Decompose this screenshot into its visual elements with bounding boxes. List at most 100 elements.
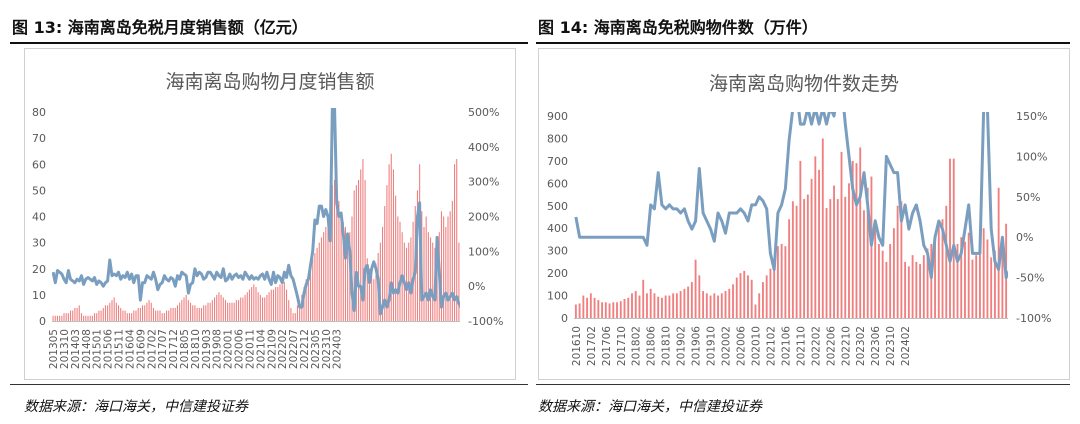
fig14-bar [799,160,802,318]
fig13-bar [342,221,344,321]
fig14-bar [990,257,993,318]
fig14-bar [836,199,839,318]
fig13-bar [85,315,87,321]
fig13-x-tick-label: 202011 [244,329,256,369]
fig13-bar [272,289,274,321]
fig13-bar [456,159,458,321]
fig14-bar [747,275,749,318]
fig13-bar [397,216,399,321]
fig13-bar [59,315,61,321]
fig14-bar [803,199,806,318]
fig13-bar [233,302,235,321]
fig14-x-tick-label: 201802 [631,326,643,366]
fig13-bar [375,263,377,321]
fig13-bar [231,302,233,321]
fig14-bar [694,259,697,318]
fig13-bar [135,310,137,321]
fig14-bar [896,205,899,318]
fig13-y2-tick-label: 500% [468,106,499,119]
fig13-bar [52,315,54,321]
fig14-bar [833,185,835,318]
fig13-bar [218,292,220,321]
fig13-bar [91,315,93,321]
fig14-bar [586,297,589,318]
fig14-bar [821,138,824,318]
fig14-bar [623,298,626,318]
fig14-bar [762,282,764,318]
fig14-bar [892,228,895,318]
fig14-bar [717,295,719,318]
fig14-x-tick-label: 202002 [721,326,733,366]
fig14-bar [960,237,963,318]
fig13-bar [264,297,266,321]
fig14-bar [754,304,757,318]
fig14-y2-tick-label: 100% [1016,150,1047,163]
fig13-x-tick-label: 201501 [92,329,104,369]
fig13-bar [100,310,102,321]
fig14-bar [975,255,978,318]
fig13-bar [395,195,397,321]
fig13-bar [334,179,336,321]
fig13-bar [266,294,268,321]
fig14-bar [881,250,884,318]
fig14-y-tick-label: 600 [547,177,568,190]
fig14-bar [904,261,907,318]
fig13-y-tick-label: 0 [39,315,46,328]
fig13-bar [118,305,120,321]
fig13-bar [240,297,242,321]
fig13-bar [63,313,65,321]
fig13-bar [366,258,368,321]
fig14-bar [877,243,880,318]
fig13-x-tick-label: 201805 [179,329,191,369]
fig14-bar [601,302,603,318]
fig14-bar [907,266,910,318]
fig13-bar [78,305,80,321]
fig14-bar [709,295,712,318]
fig13-x-tick-label: 202001 [223,329,235,369]
fig13-y-tick-label: 10 [32,289,46,302]
fig13-bar [67,313,69,321]
fig14-bar [616,302,618,318]
fig14-bar [855,163,858,318]
fig14-bar [758,293,761,318]
fig14-x-tick-label: 201706 [601,326,613,366]
fig14-bar [660,297,663,318]
fig14-bar [964,241,966,318]
fig13-x-tick-label: 201511 [114,329,126,369]
fig14-bar [885,261,888,318]
fig13-bar [96,313,98,321]
fig14-y2-tick-label: -50% [1016,272,1044,285]
fig13-bar [449,211,451,321]
fig13-bar [360,169,362,321]
fig14-bar [874,219,877,318]
fig13-bar [196,307,198,321]
fig13-bar [279,284,281,321]
fig13-bar [124,310,126,321]
fig14-bar [993,250,996,318]
fig14-bar [780,243,783,318]
fig14-bar [649,288,652,318]
fig14-bar [863,210,865,318]
fig13-bar [139,307,141,321]
fig14-y2-tick-label: -100% [1016,312,1051,325]
fig13-bar [425,216,427,321]
fig13-bar [87,315,89,321]
fig13-bar [229,302,231,321]
fig14-y-tick-label: 900 [547,110,568,123]
fig13-bar [392,169,394,321]
fig13-bar [168,310,170,321]
fig13-y-tick-label: 60 [32,158,46,171]
fig13-bar [294,313,296,321]
figure-13-top-rule [10,42,528,44]
fig14-x-tick-label: 202010 [750,326,762,366]
fig13-bar [432,242,434,321]
fig13-bar [248,289,250,321]
fig13-bar [190,302,192,321]
fig13-y-tick-label: 80 [32,106,46,119]
fig14-bar [672,293,675,318]
fig14-bar [956,243,959,318]
fig13-bar [109,302,111,321]
figure-14-title: 图 14: 海南离岛免税购物件数（万件） [538,18,818,37]
fig14-bar [743,270,746,318]
fig14-bar [922,255,925,318]
